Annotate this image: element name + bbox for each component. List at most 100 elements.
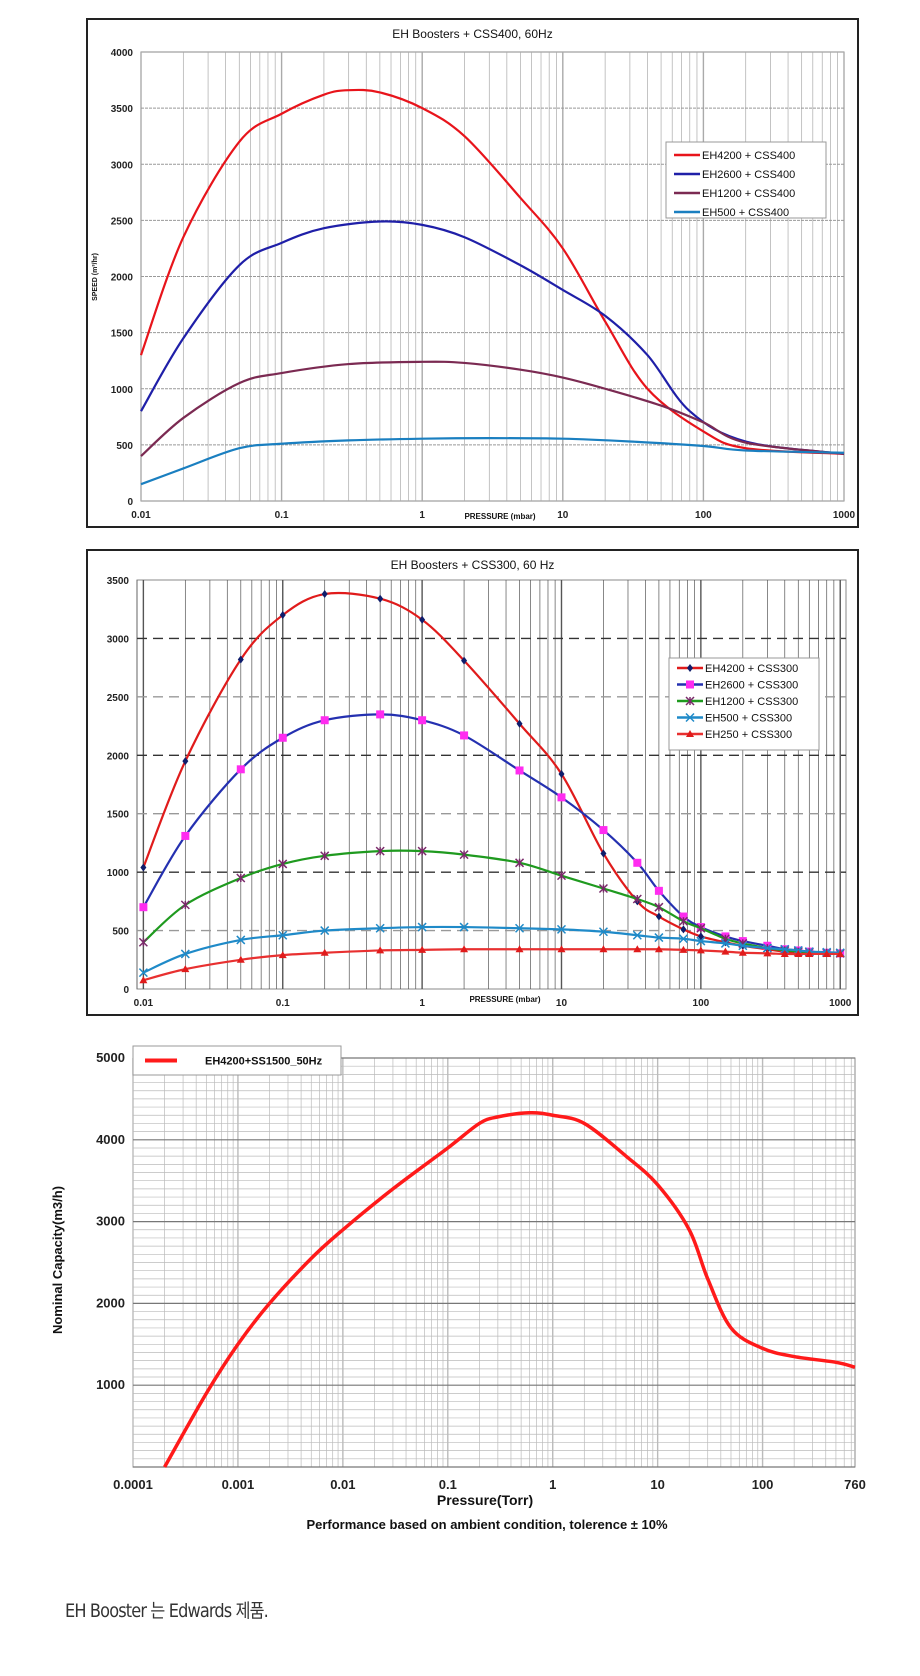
marker-x xyxy=(236,873,246,883)
marker-x xyxy=(278,859,288,869)
marker-triangle xyxy=(236,955,245,963)
chart-title: EH Boosters + CSS300, 60 Hz xyxy=(391,558,555,572)
y-tick-label: 4000 xyxy=(111,48,134,59)
x-tick-label: 1 xyxy=(419,998,425,1009)
marker-x xyxy=(685,696,695,706)
marker-triangle xyxy=(633,945,642,953)
marker-triangle xyxy=(599,945,608,953)
marker-diamond xyxy=(182,757,189,766)
marker-square xyxy=(278,733,287,742)
marker-asterisk xyxy=(696,936,706,946)
x-tick-label: 10 xyxy=(556,998,568,1009)
series-line xyxy=(163,1111,856,1468)
legend-label: EH4200+SS1500_50Hz xyxy=(205,1056,323,1068)
marker-x xyxy=(180,900,190,910)
marker-x xyxy=(632,894,642,904)
x-tick-label: 0.1 xyxy=(275,510,289,521)
marker-x xyxy=(375,846,385,856)
marker-square xyxy=(633,858,642,867)
marker-x xyxy=(459,850,469,860)
y-tick-label: 500 xyxy=(112,927,129,938)
x-tick-label: 0.1 xyxy=(439,1477,457,1492)
marker-triangle xyxy=(278,951,287,959)
marker-triangle xyxy=(794,949,803,957)
x-tick-label: 1000 xyxy=(833,510,856,521)
x-tick-label: 1 xyxy=(549,1477,556,1492)
marker-asterisk xyxy=(180,949,190,959)
footer-caption: EH Booster 는 Edwards 제품. xyxy=(65,1600,269,1622)
marker-triangle xyxy=(320,948,329,956)
y-tick-label: 1000 xyxy=(107,868,130,879)
legend-label: EH500 + CSS300 xyxy=(705,713,792,725)
marker-triangle xyxy=(679,945,688,953)
marker-x xyxy=(654,902,664,912)
marker-diamond xyxy=(419,615,426,624)
marker-x xyxy=(138,937,148,947)
x-axis-label: PRESSURE (mbar) xyxy=(464,512,535,521)
marker-triangle xyxy=(376,946,385,954)
y-axis-label: Nominal Capacity(m3/h) xyxy=(50,1186,65,1334)
marker-asterisk xyxy=(762,943,772,953)
marker-triangle xyxy=(721,947,730,955)
marker-triangle xyxy=(460,945,469,953)
marker-x xyxy=(515,858,525,868)
marker-triangle xyxy=(805,949,814,957)
marker-asterisk xyxy=(459,922,469,932)
marker-square xyxy=(557,793,566,802)
marker-diamond xyxy=(377,594,384,603)
marker-triangle xyxy=(738,948,747,956)
marker-asterisk xyxy=(320,926,330,936)
x-tick-label: 0.01 xyxy=(330,1477,355,1492)
x-tick-label: 0.01 xyxy=(134,998,154,1009)
marker-square xyxy=(515,766,524,775)
x-axis-label: Pressure(Torr) xyxy=(437,1492,533,1508)
x-tick-label: 10 xyxy=(557,510,569,521)
marker-diamond xyxy=(279,611,286,620)
marker-x xyxy=(417,846,427,856)
marker-square xyxy=(686,680,694,689)
series-line xyxy=(139,88,845,455)
x-tick-label: 1 xyxy=(419,510,425,521)
x-tick-label: 10 xyxy=(650,1477,664,1492)
x-tick-label: 1000 xyxy=(829,998,852,1009)
y-tick-label: 1000 xyxy=(96,1377,125,1392)
y-tick-label: 2500 xyxy=(111,216,134,227)
marker-triangle xyxy=(763,949,772,957)
marker-diamond xyxy=(140,863,147,872)
marker-asterisk xyxy=(236,935,246,945)
y-tick-label: 3500 xyxy=(107,576,130,587)
legend-label: EH4200 + CSS400 xyxy=(702,150,795,162)
y-tick-label: 2500 xyxy=(107,693,130,704)
marker-square xyxy=(236,765,245,774)
y-tick-label: 3500 xyxy=(111,104,134,115)
x-tick-label: 100 xyxy=(752,1477,774,1492)
chart-2: 0 500 1000 1500 2000 2500 3000 3500 0.01 0.1 1 10 10… xyxy=(86,549,859,1016)
x-tick-label: 760 xyxy=(844,1477,866,1492)
marker-square xyxy=(320,716,329,725)
marker-asterisk xyxy=(278,930,288,940)
x-tick-label: 0.001 xyxy=(222,1477,255,1492)
marker-asterisk xyxy=(685,712,695,723)
marker-square xyxy=(181,831,190,840)
marker-asterisk xyxy=(632,930,642,940)
marker-triangle xyxy=(696,946,705,954)
marker-asterisk xyxy=(678,934,688,944)
marker-asterisk xyxy=(738,941,748,951)
marker-diamond xyxy=(697,932,704,941)
y-tick-label: 2000 xyxy=(107,751,130,762)
y-tick-label: 0 xyxy=(123,985,129,996)
marker-triangle xyxy=(836,949,845,957)
series-line xyxy=(140,437,845,486)
marker-asterisk xyxy=(720,938,730,948)
y-tick-label: 3000 xyxy=(96,1214,125,1229)
marker-x xyxy=(556,871,567,881)
marker-square xyxy=(139,903,148,912)
y-tick-label: 5000 xyxy=(96,1050,125,1065)
y-tick-label: 3000 xyxy=(107,634,130,645)
plot-area xyxy=(136,579,847,990)
marker-diamond xyxy=(516,719,523,728)
y-tick-label: 1500 xyxy=(111,329,134,340)
marker-square xyxy=(599,826,608,835)
marker-square xyxy=(679,912,688,921)
y-tick-label: 500 xyxy=(116,441,133,452)
